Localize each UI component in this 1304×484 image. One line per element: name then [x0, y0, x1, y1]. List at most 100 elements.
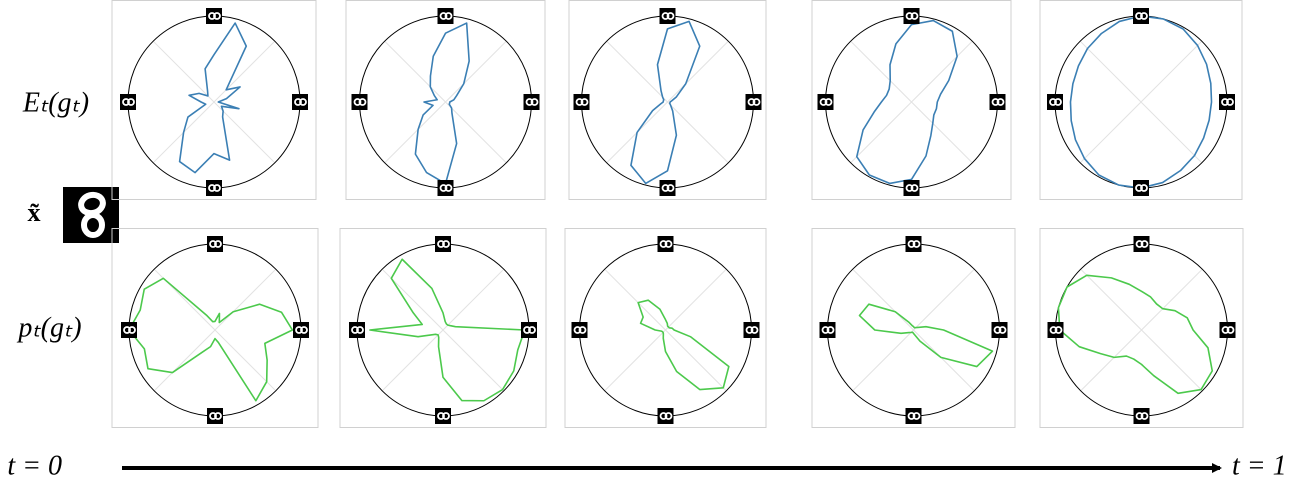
orientation-icon-part: [439, 184, 448, 192]
orientation-icon-part: [214, 412, 222, 420]
orientation-icon-part: [1140, 240, 1149, 248]
orientation-icon-part: [821, 326, 830, 334]
orientation-icon-part: [213, 12, 221, 20]
orientation-icon-part: [905, 12, 914, 20]
orientation-icon-part: [122, 98, 130, 106]
plot-frame: [111, 228, 319, 428]
orientation-icon-part: [996, 98, 1005, 106]
orientation-icon-part: [1135, 412, 1144, 420]
orientation-icon-part: [659, 240, 668, 248]
polar-plot: [1039, 228, 1244, 428]
grid-line: [1080, 329, 1142, 392]
orientation-icon-part: [358, 98, 367, 106]
orientation-icon-part: [998, 326, 1007, 334]
grid-line: [153, 329, 216, 392]
orientation-icon-part: [575, 98, 584, 106]
polar-curve: [1069, 15, 1213, 189]
polar-plot: [811, 0, 1012, 200]
plot-frame: [564, 228, 767, 428]
polar-plot: [111, 228, 319, 428]
orientation-icon-part: [993, 326, 1002, 334]
orientation-icon-part: [661, 12, 670, 20]
orientation-icon-part: [905, 184, 914, 192]
grid-line: [152, 40, 215, 103]
orientation-icon-part: [747, 98, 756, 106]
orientation-icon-part: [209, 412, 217, 420]
grid-line: [604, 329, 666, 392]
orientation-icon-part: [666, 184, 675, 192]
plot-frame: [1039, 0, 1243, 200]
orientation-icon-part: [1049, 98, 1057, 106]
grid-line: [442, 329, 505, 392]
polar-curve: [855, 19, 958, 185]
polar-curve: [178, 22, 248, 174]
orientation-icon-part: [910, 184, 919, 192]
polar-plot: [564, 228, 767, 428]
orientation-icon-part: [907, 412, 916, 420]
polar-plot: [1039, 0, 1243, 200]
grid-line: [1080, 268, 1142, 331]
orientation-icon-part: [819, 98, 828, 106]
orientation-icon-part: [530, 98, 539, 106]
polar-plot: [568, 0, 767, 200]
orientation-icon-part: [824, 98, 833, 106]
grid-line: [1079, 40, 1142, 103]
orientation-icon-part: [208, 184, 216, 192]
orientation-icon-part: [128, 326, 136, 334]
plot-frame: [568, 0, 767, 200]
orientation-icon-part: [1140, 184, 1148, 192]
grid-line: [384, 40, 446, 103]
orientation-icon-part: [213, 184, 221, 192]
grid-line: [665, 268, 727, 331]
orientation-icon-part: [351, 326, 359, 334]
grid-line: [852, 268, 914, 331]
polar-curve: [369, 258, 526, 402]
orientation-icon-part: [300, 326, 308, 334]
polar-curve: [1057, 274, 1214, 395]
axis-end-label: t = 1: [1232, 450, 1287, 481]
orientation-icon-part: [1226, 326, 1235, 334]
orientation-icon-part: [578, 326, 587, 334]
grid-line: [667, 40, 729, 103]
orientation-icon-part: [299, 98, 307, 106]
orientation-icon-part: [991, 98, 1000, 106]
plot-frame: [811, 228, 1016, 428]
orientation-icon-part: [666, 12, 675, 20]
grid-line: [852, 329, 914, 392]
orientation-icon-part: [528, 326, 536, 334]
orientation-icon-part: [1049, 326, 1058, 334]
orientation-icon-part: [1221, 98, 1229, 106]
polar-plot: [111, 0, 317, 200]
axis-start-label: t = 0: [7, 450, 62, 481]
orientation-icon-part: [912, 240, 921, 248]
orientation-icon-part: [1140, 12, 1148, 20]
orientation-icon-part: [573, 326, 582, 334]
orientation-icon-part: [664, 412, 673, 420]
orientation-icon-part: [1054, 326, 1063, 334]
row-label: Eₜ(gₜ): [22, 87, 89, 118]
input-label: x̃: [28, 198, 41, 227]
polar-curve: [414, 22, 470, 185]
input-image: [63, 187, 119, 243]
orientation-icon-part: [910, 12, 919, 20]
orientation-icon-part: [442, 240, 450, 248]
orientation-icon-part: [1135, 240, 1144, 248]
orientation-icon-part: [356, 326, 364, 334]
orientation-icon-part: [907, 240, 916, 248]
orientation-icon-part: [1135, 12, 1143, 20]
grid-line: [604, 268, 666, 331]
orientation-icon-part: [214, 240, 222, 248]
orientation-icon-part: [353, 98, 362, 106]
plot-frame: [339, 228, 547, 428]
orientation-icon-part: [209, 240, 217, 248]
grid-line: [1140, 101, 1203, 164]
polar-plot: [811, 228, 1016, 428]
orientation-icon-part: [444, 12, 453, 20]
orientation-icon-part: [1054, 98, 1062, 106]
polar-curve: [858, 303, 994, 368]
orientation-icon-part: [208, 12, 216, 20]
grid-line: [1141, 268, 1203, 331]
plot-frame: [111, 0, 317, 200]
grid-line: [606, 40, 668, 103]
